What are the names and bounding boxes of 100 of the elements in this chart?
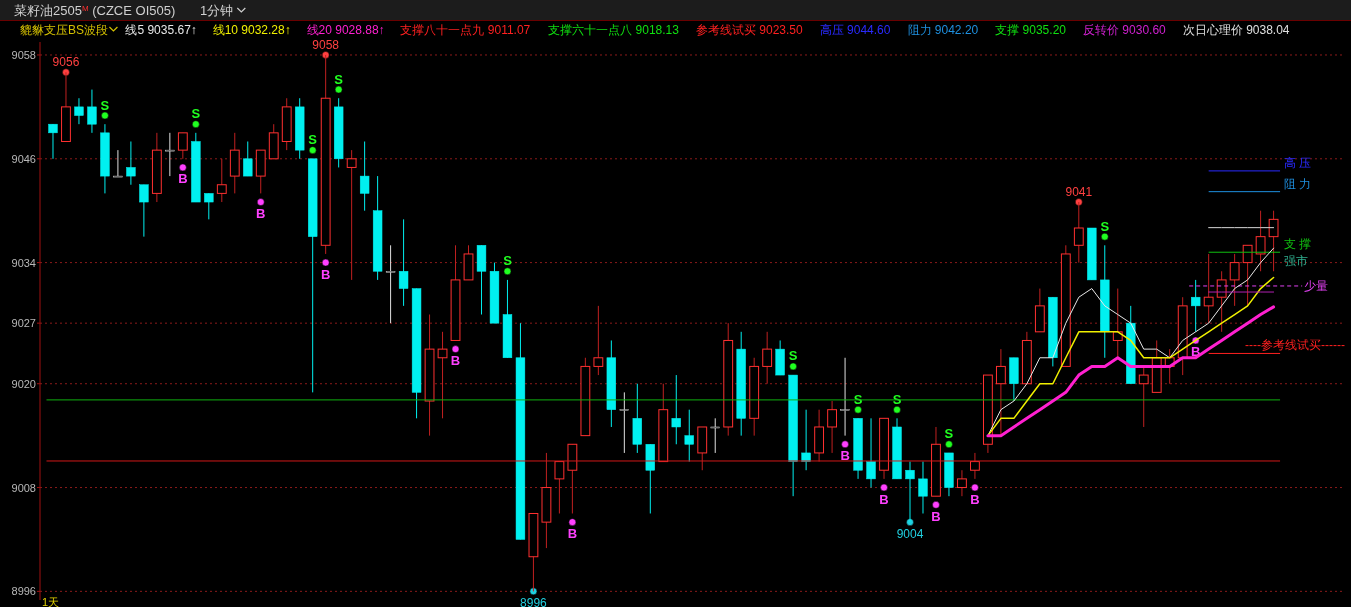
line-series (987, 247, 1275, 437)
candlestick (1242, 244, 1253, 307)
ref-line-label: 高 压 (1283, 155, 1312, 170)
candlestick (710, 417, 720, 454)
candlestick (437, 331, 448, 419)
y-tick-label: 9008 (11, 481, 36, 494)
x-axis-title: 1天 (42, 596, 60, 607)
chart-subtitle: 1分钟 (200, 3, 234, 18)
text: 貔貅支压BS波段 (20, 23, 109, 37)
point (1101, 232, 1109, 241)
chart-title: 菜籽油2505$^{M}$ (CZCE OI505) (14, 3, 176, 18)
point (529, 587, 538, 596)
text: 强市 (1283, 254, 1308, 269)
candlestick (593, 305, 604, 376)
point (568, 518, 577, 526)
text: 支撑 9035.20 (995, 23, 1067, 37)
data-label: B (1190, 344, 1201, 360)
candlestick (385, 244, 396, 324)
data-label: B (970, 491, 980, 507)
point (971, 483, 979, 492)
candlestick (554, 461, 565, 514)
candlestick (840, 357, 850, 437)
y-tick-label: 9027 (11, 317, 36, 330)
data-label: 9004 (896, 527, 924, 542)
text: 支撑六十一点八 9018.13 (548, 23, 680, 37)
text: 反转价 9030.60 (1083, 23, 1167, 37)
data-label: S (1100, 218, 1110, 234)
candlestick (995, 348, 1006, 437)
text: 线10 9032.28↑ (212, 23, 291, 37)
candlestick (74, 97, 84, 125)
point (192, 120, 200, 128)
candlestick (87, 89, 97, 134)
data-label: S (503, 253, 513, 269)
ref-line-label: 阻 力 (1283, 176, 1312, 191)
y-tick-label: 9046 (11, 152, 36, 165)
text: 参考线试买 9023.50 (696, 23, 804, 37)
candlestick (866, 417, 876, 489)
candlestick (139, 184, 149, 238)
point (841, 440, 849, 449)
data-label: S (191, 106, 201, 122)
candlestick (918, 461, 928, 514)
point (321, 51, 330, 59)
point (451, 345, 460, 353)
candlestick (1073, 201, 1084, 264)
text: 线20 9028.88↑ (306, 23, 385, 37)
text: 线5 9035.67↑ (125, 23, 197, 37)
data-label: 8996 (520, 596, 548, 607)
candlestick (684, 409, 694, 463)
point (308, 146, 317, 154)
candlestick (346, 149, 357, 281)
text: 高压 9044.60 (819, 23, 891, 37)
data-label: B (879, 491, 889, 507)
data-label: S (334, 71, 344, 87)
candlestick (762, 331, 773, 385)
data-label: B (931, 508, 941, 524)
y-tick-label: 8996 (11, 585, 36, 598)
data-label: 9056 (52, 55, 80, 70)
y-tick-label: 9034 (11, 256, 36, 269)
text: 次日心理价 9038.04 (1182, 23, 1290, 37)
candlestick (204, 192, 214, 220)
data-label: S (308, 132, 318, 148)
data-label: B (567, 526, 578, 542)
candlestick (1229, 253, 1240, 307)
point (945, 440, 953, 449)
data-label: B (450, 353, 461, 369)
candlestick (957, 469, 967, 497)
text: 支撑八十一点九 9011.07 (400, 23, 531, 37)
candlestick (165, 132, 175, 177)
ref-line-label: ----参考线试买------ (1245, 338, 1345, 353)
point (503, 267, 512, 276)
point (334, 85, 343, 94)
y-tick-label: 9020 (11, 377, 36, 390)
ref-line-label: 支 撑 (1283, 237, 1312, 252)
point (880, 483, 888, 492)
point (179, 163, 187, 172)
data-label: B (840, 448, 850, 464)
point (854, 405, 862, 414)
candlestick (359, 140, 370, 212)
candlestick (126, 140, 136, 186)
candlestick (243, 140, 253, 177)
candlestick (671, 374, 681, 445)
candlestick (970, 452, 980, 480)
candlestick (398, 218, 409, 307)
y-tick-label: 9058 (11, 48, 36, 61)
data-label: S (944, 426, 954, 442)
candlestick (1191, 279, 1201, 333)
candlestick (1255, 210, 1266, 272)
data-label: B (178, 171, 188, 187)
point (932, 501, 940, 509)
point (893, 405, 901, 414)
data-label: S (853, 391, 863, 407)
candlestick (827, 400, 837, 454)
text: 阻力 9042.20 (907, 23, 979, 37)
point (101, 111, 109, 120)
data-label: S (892, 391, 902, 407)
data-label: B (256, 206, 266, 222)
point (257, 198, 265, 206)
point (321, 258, 330, 267)
candlestick (1268, 210, 1279, 272)
data-label: S (788, 348, 798, 364)
